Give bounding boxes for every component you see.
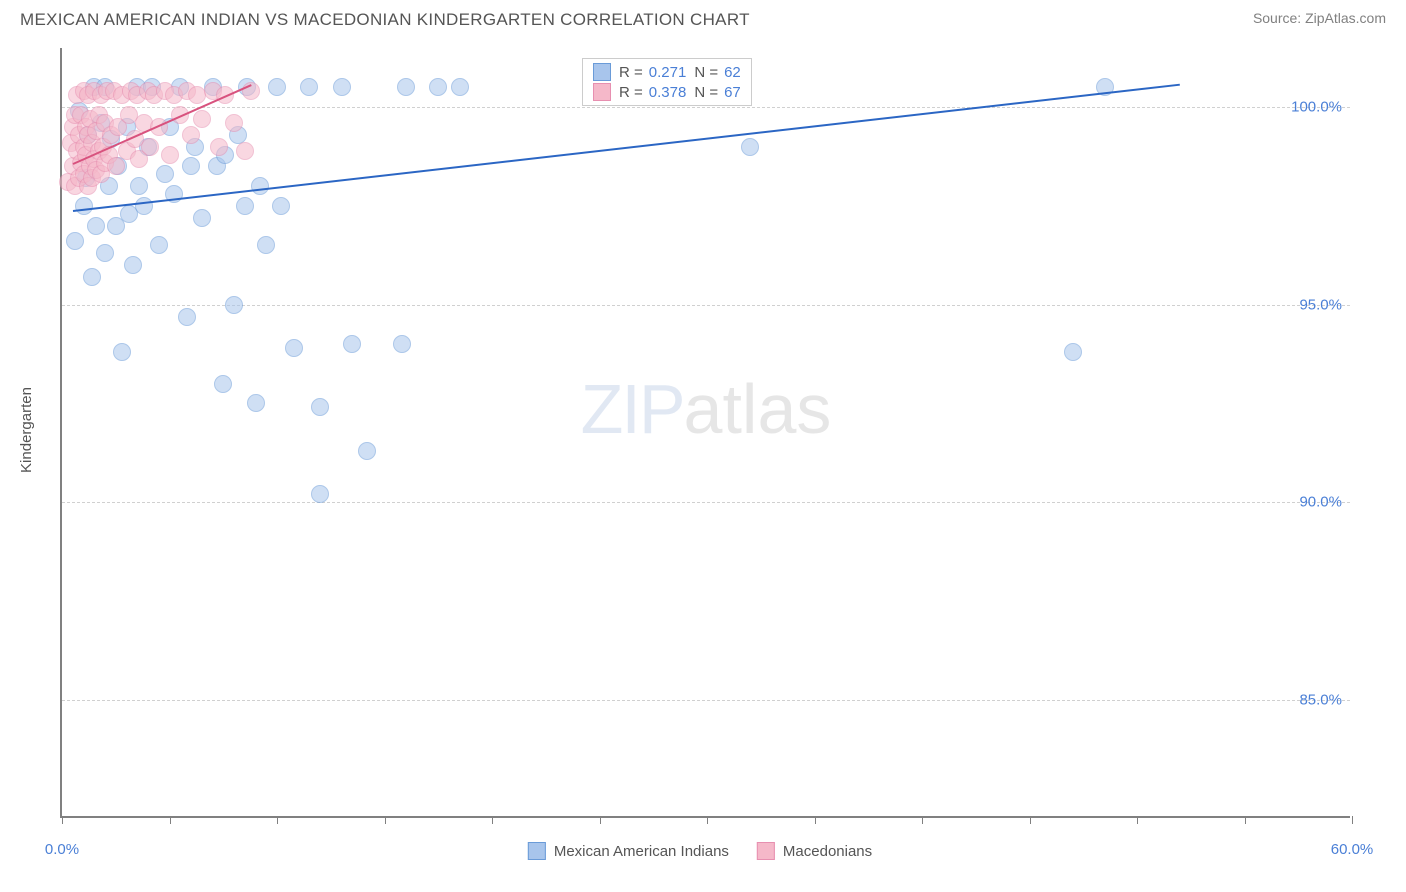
data-point [236, 197, 254, 215]
data-point [210, 138, 228, 156]
data-point [429, 78, 447, 96]
data-point [182, 157, 200, 175]
xtick [707, 816, 708, 824]
xtick [277, 816, 278, 824]
correlation-swatch [593, 63, 611, 81]
data-point [393, 335, 411, 353]
xtick [922, 816, 923, 824]
data-point [1064, 343, 1082, 361]
data-point [193, 110, 211, 128]
correlation-row: R =0.378 N =67 [593, 83, 741, 101]
data-point [156, 165, 174, 183]
data-point [124, 256, 142, 274]
data-point [285, 339, 303, 357]
data-point [141, 138, 159, 156]
data-point [236, 142, 254, 160]
data-point [83, 268, 101, 286]
data-point [113, 343, 131, 361]
plot-area: ZIPatlas 85.0%90.0%95.0%100.0%0.0%60.0%R… [60, 48, 1350, 818]
data-point [333, 78, 351, 96]
xtick [492, 816, 493, 824]
source-label: Source: ZipAtlas.com [1253, 10, 1386, 30]
r-value: R =0.271 [619, 64, 686, 81]
xtick [62, 816, 63, 824]
data-point [272, 197, 290, 215]
data-point [214, 375, 232, 393]
data-point [311, 398, 329, 416]
data-point [397, 78, 415, 96]
xtick-label: 0.0% [45, 841, 79, 858]
data-point [268, 78, 286, 96]
watermark-zip: ZIP [581, 370, 684, 448]
data-point [107, 157, 125, 175]
data-point [182, 126, 200, 144]
y-axis-label: Kindergarten [18, 387, 35, 473]
ytick-label: 100.0% [1291, 99, 1342, 116]
data-point [193, 209, 211, 227]
xtick [1137, 816, 1138, 824]
r-value: R =0.378 [619, 84, 686, 101]
ytick-label: 95.0% [1299, 296, 1342, 313]
gridline [62, 700, 1350, 701]
data-point [358, 442, 376, 460]
data-point [150, 236, 168, 254]
legend-label-0: Mexican American Indians [554, 843, 729, 860]
data-point [257, 236, 275, 254]
correlation-legend: R =0.271 N =62 R =0.378 N =67 [582, 58, 752, 106]
data-point [161, 146, 179, 164]
legend-swatch-0 [528, 842, 546, 860]
data-point [451, 78, 469, 96]
data-point [225, 114, 243, 132]
data-point [311, 485, 329, 503]
data-point [300, 78, 318, 96]
gridline [62, 305, 1350, 306]
gridline [62, 502, 1350, 503]
xtick [1030, 816, 1031, 824]
xtick [1245, 816, 1246, 824]
legend-swatch-1 [757, 842, 775, 860]
data-point [178, 308, 196, 326]
legend-item-series-0: Mexican American Indians [528, 842, 729, 860]
data-point [96, 244, 114, 262]
watermark-atlas: atlas [684, 370, 832, 448]
header: MEXICAN AMERICAN INDIAN VS MACEDONIAN KI… [0, 0, 1406, 30]
bottom-legend: Mexican American Indians Macedonians [528, 842, 872, 860]
n-value: N =67 [694, 84, 740, 101]
xtick [1352, 816, 1353, 824]
chart-container: ZIPatlas 85.0%90.0%95.0%100.0%0.0%60.0%R… [50, 48, 1350, 818]
data-point [130, 177, 148, 195]
data-point [135, 197, 153, 215]
xtick [170, 816, 171, 824]
data-point [75, 197, 93, 215]
chart-title: MEXICAN AMERICAN INDIAN VS MACEDONIAN KI… [20, 10, 750, 30]
xtick [600, 816, 601, 824]
data-point [247, 394, 265, 412]
data-point [251, 177, 269, 195]
legend-item-series-1: Macedonians [757, 842, 872, 860]
data-point [225, 296, 243, 314]
xtick [815, 816, 816, 824]
ytick-label: 85.0% [1299, 691, 1342, 708]
correlation-swatch [593, 83, 611, 101]
n-value: N =62 [694, 64, 740, 81]
xtick [385, 816, 386, 824]
legend-label-1: Macedonians [783, 843, 872, 860]
data-point [66, 232, 84, 250]
gridline [62, 107, 1350, 108]
data-point [87, 217, 105, 235]
correlation-row: R =0.271 N =62 [593, 63, 741, 81]
data-point [343, 335, 361, 353]
ytick-label: 90.0% [1299, 494, 1342, 511]
xtick-label: 60.0% [1331, 841, 1374, 858]
data-point [741, 138, 759, 156]
watermark: ZIPatlas [581, 369, 832, 449]
